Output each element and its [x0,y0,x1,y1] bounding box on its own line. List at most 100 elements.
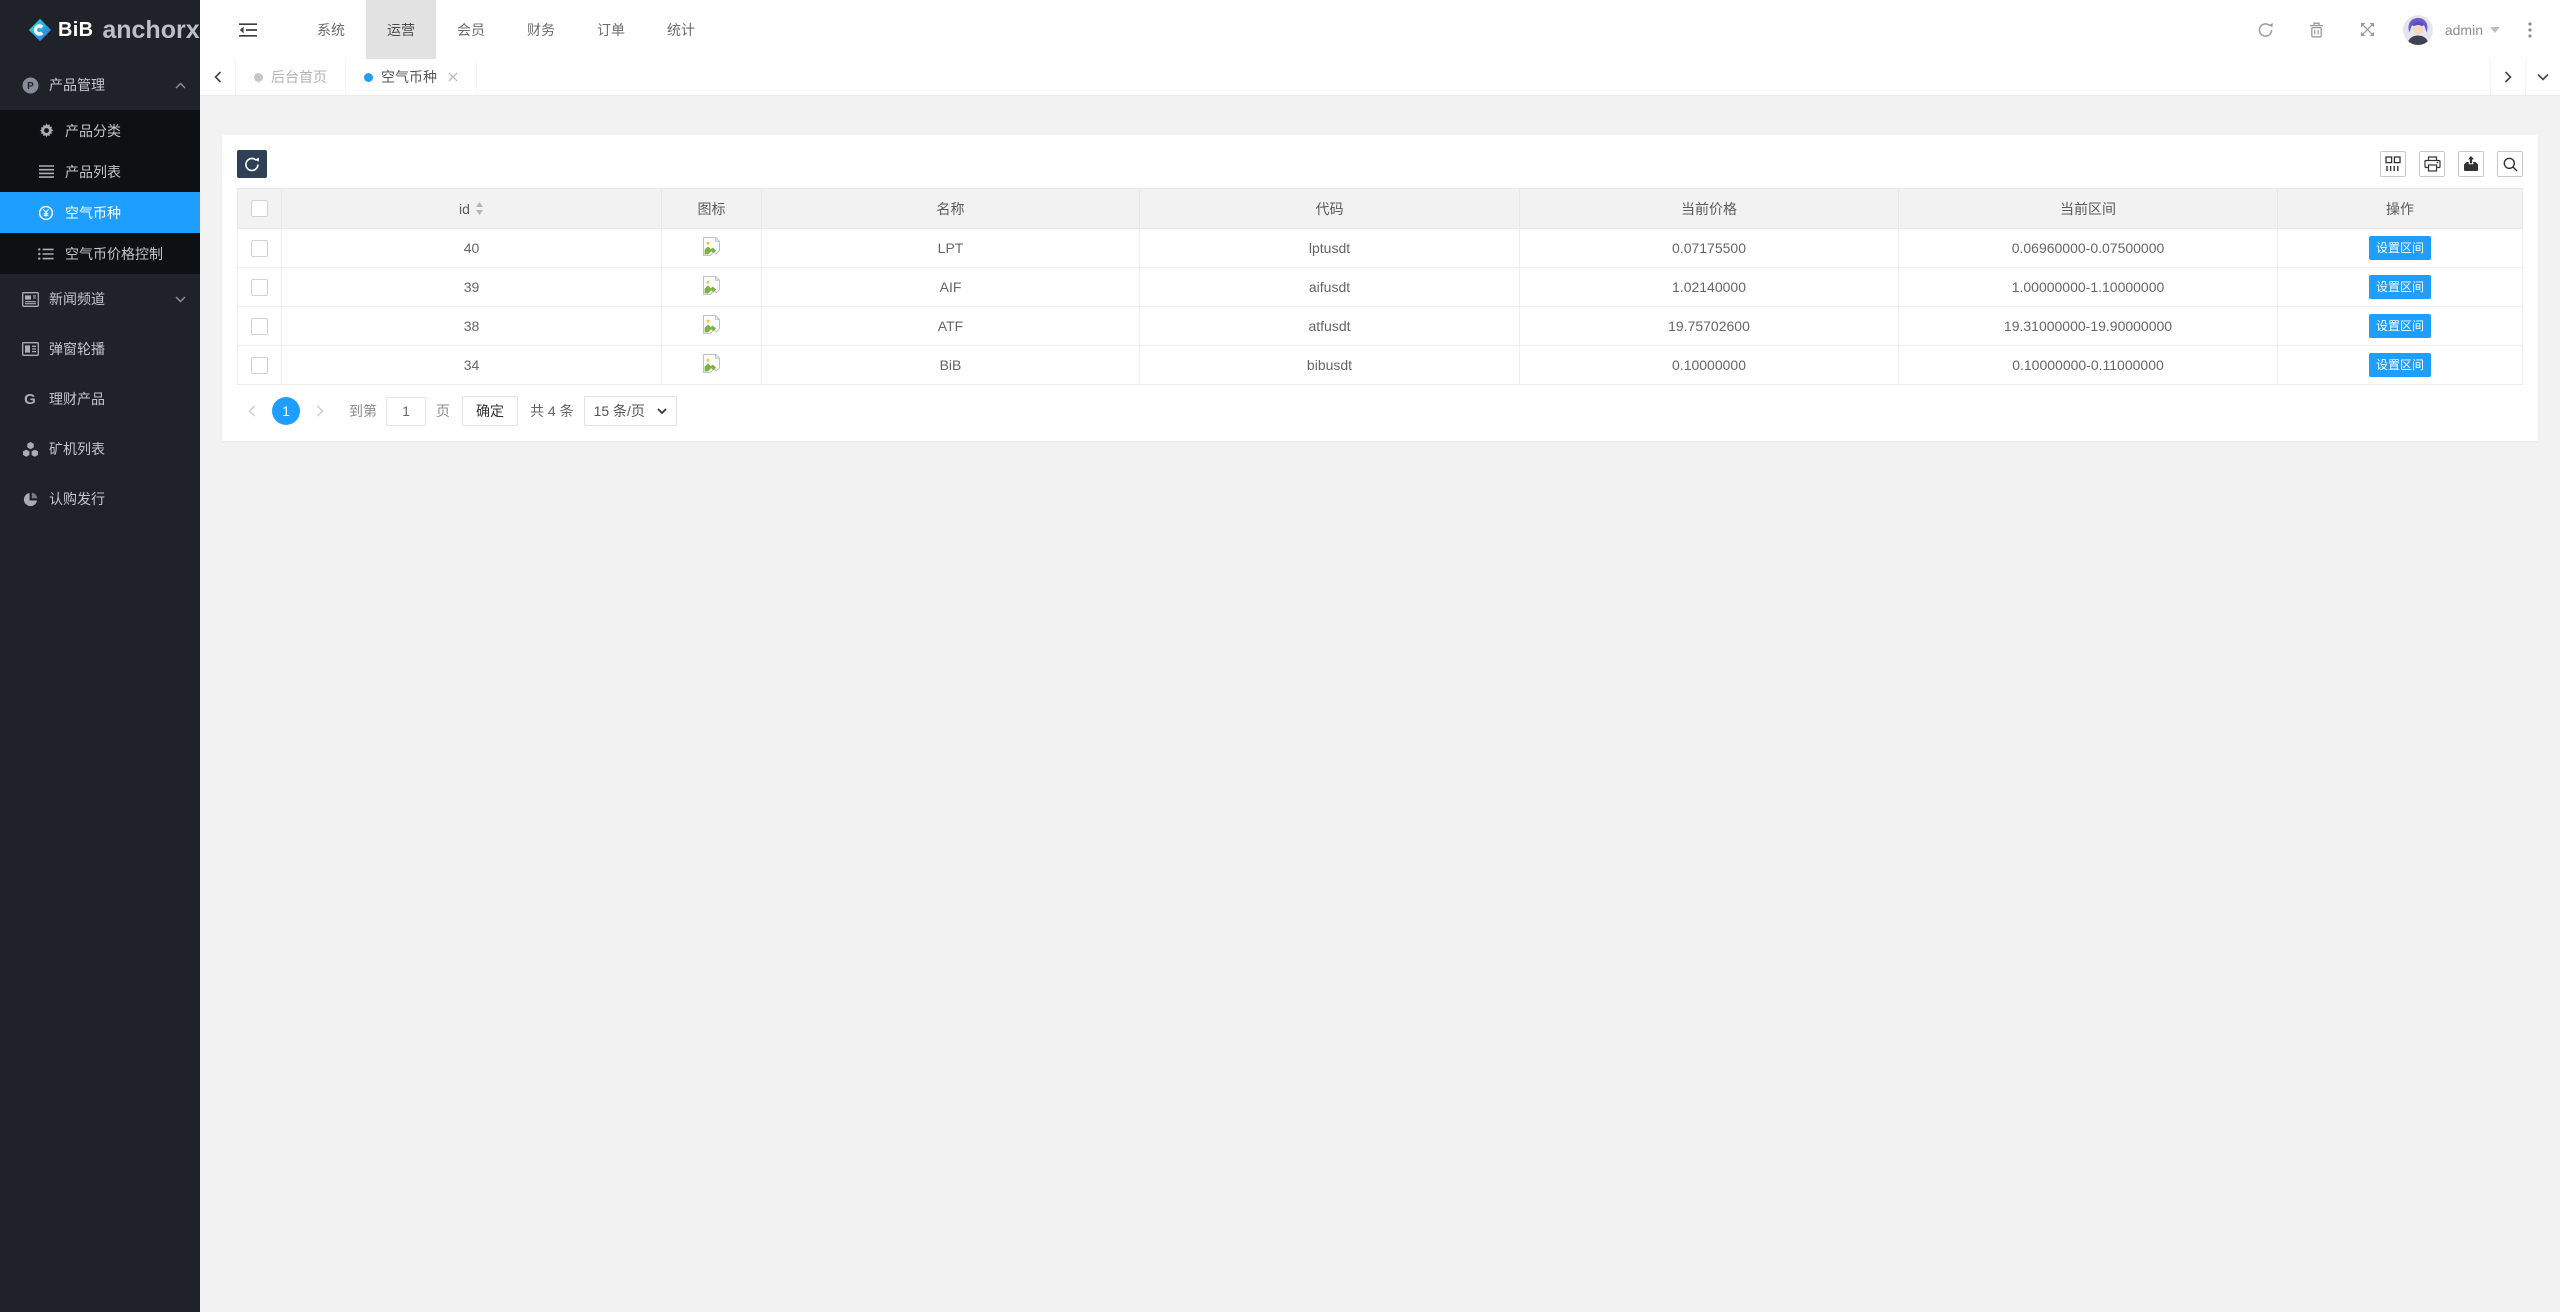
cell-code: lptusdt [1139,228,1520,268]
next-page-button[interactable] [305,397,335,425]
topnav: 系统 运营 会员 财务 订单 统计 [296,0,716,59]
sidebar-item-label: 新闻频道 [49,291,105,307]
sort-icon[interactable] [475,202,484,215]
topbar-right: admin [2240,0,2560,59]
goto-page-label: 到第 [349,403,377,419]
columns-icon [2385,156,2401,172]
sidebar-item-product-list[interactable]: 产品列表 [0,151,200,192]
pie-chart-icon [20,492,40,507]
sidebar-group-product-manage[interactable]: P 产品管理 [0,60,200,110]
sidebar-item-label: 认购发行 [49,491,105,507]
topnav-item-operation[interactable]: 运营 [366,0,436,59]
row-checkbox[interactable] [251,356,268,374]
confirm-page-button[interactable]: 确定 [462,396,518,426]
column-header-code: 代码 [1139,188,1520,229]
set-range-button[interactable]: 设置区间 [2368,314,2431,338]
sidebar-item-label: 理财产品 [49,391,105,407]
page-size-select[interactable]: 15 条/页 [583,396,677,426]
cell-range: 1.00000000-1.10000000 [1898,267,2278,307]
caret-down-icon [2490,26,2500,33]
brand-logo-icon [28,18,52,42]
cell-name: LPT [761,228,1140,268]
row-checkbox[interactable] [251,317,268,335]
page-number-current[interactable]: 1 [272,397,300,425]
sidebar: BiB anchorx P 产品管理 产品分类 产品列 [0,0,200,1312]
column-header-id[interactable]: id [281,188,662,229]
sidebar-item-popup-carousel[interactable]: 弹窗轮播 [0,324,200,374]
broken-image-icon [703,354,720,373]
refresh-icon [2257,22,2274,38]
more-options-button[interactable] [2512,0,2548,59]
row-checkbox[interactable] [251,239,268,257]
columns-toggle-button[interactable] [2380,151,2406,177]
cell-price: 0.10000000 [1519,345,1899,385]
topnav-item-system[interactable]: 系统 [317,21,345,38]
topnav-item-member[interactable]: 会员 [457,21,485,38]
select-all-checkbox[interactable] [251,200,268,218]
sidebar-menu: P 产品管理 产品分类 产品列表 [0,60,200,524]
set-range-button[interactable]: 设置区间 [2368,275,2431,299]
topnav-item-order[interactable]: 订单 [597,21,625,38]
gear-icon [36,123,56,138]
brand-name-light: anchorx [102,15,200,44]
user-menu[interactable]: admin [2433,22,2512,38]
close-icon[interactable] [448,72,458,82]
tabs-scroll-left-button[interactable] [200,59,236,95]
user-avatar[interactable] [2402,14,2433,45]
cell-price: 0.07175500 [1519,228,1899,268]
table-row: 39 AIF aifusdt 1.02140000 1.00000000-1.1… [237,267,2523,307]
fullscreen-button[interactable] [2342,0,2393,59]
sidebar-item-air-coin-price-control[interactable]: 空气币价格控制 [0,233,200,274]
coin-table: id 图标 名称 代码 当前价格 当前区间 操作 [237,188,2523,385]
sidebar-item-wealth-product[interactable]: 理财产品 [0,374,200,424]
cell-range: 0.06960000-0.07500000 [1898,228,2278,268]
tabbar-spacer [477,59,2490,95]
trash-button[interactable] [2291,0,2342,59]
g-icon [20,391,40,408]
sidebar-item-product-category[interactable]: 产品分类 [0,110,200,151]
table-row: 40 LPT lptusdt 0.07175500 0.06960000-0.0… [237,228,2523,268]
sidebar-item-label: 空气币种 [65,204,121,221]
sidebar-item-label: 空气币价格控制 [65,245,163,262]
brand-logo[interactable]: BiB anchorx [0,0,200,60]
username: admin [2444,21,2483,38]
tabs-scroll-right-button[interactable] [2490,59,2525,95]
tab-dashboard-home[interactable]: 后台首页 [236,59,346,95]
cell-range: 0.10000000-0.11000000 [1898,345,2278,385]
row-checkbox[interactable] [251,278,268,296]
sidebar-item-label: 弹窗轮播 [49,341,105,357]
news-icon [20,291,40,307]
table-refresh-button[interactable] [237,150,267,178]
cell-icon [661,228,762,268]
sidebar-item-air-coin[interactable]: 空气币种 [0,192,200,233]
column-header-price: 当前价格 [1519,188,1899,229]
refresh-button[interactable] [2240,0,2291,59]
header-checkbox-cell [237,188,282,229]
set-range-button[interactable]: 设置区间 [2368,353,2431,377]
product-group-icon: P [20,77,40,94]
tabs-menu-button[interactable] [2525,59,2560,95]
sidebar-collapse-button[interactable] [200,0,296,59]
search-button[interactable] [2497,151,2523,177]
print-button[interactable] [2419,151,2445,177]
sidebar-item-miner-list[interactable]: 矿机列表 [0,424,200,474]
cell-price: 19.75702600 [1519,306,1899,346]
cell-id: 39 [281,267,662,307]
set-range-button[interactable]: 设置区间 [2368,236,2431,260]
carousel-icon [20,342,40,356]
chevron-down-icon [657,408,667,414]
cell-name: ATF [761,306,1140,346]
cell-price: 1.02140000 [1519,267,1899,307]
topnav-item-finance[interactable]: 财务 [527,21,555,38]
export-button[interactable] [2458,151,2484,177]
sidebar-group-news-channel[interactable]: 新闻频道 [0,274,200,324]
chevron-left-icon [248,405,256,417]
sidebar-item-subscription-issue[interactable]: 认购发行 [0,474,200,524]
cell-id: 40 [281,228,662,268]
tab-air-coin[interactable]: 空气币种 [346,59,477,95]
goto-page-input[interactable] [386,396,426,426]
prev-page-button[interactable] [237,397,267,425]
topnav-item-statistics[interactable]: 统计 [667,21,695,38]
broken-image-icon [703,315,720,334]
chevron-down-icon [175,296,186,303]
